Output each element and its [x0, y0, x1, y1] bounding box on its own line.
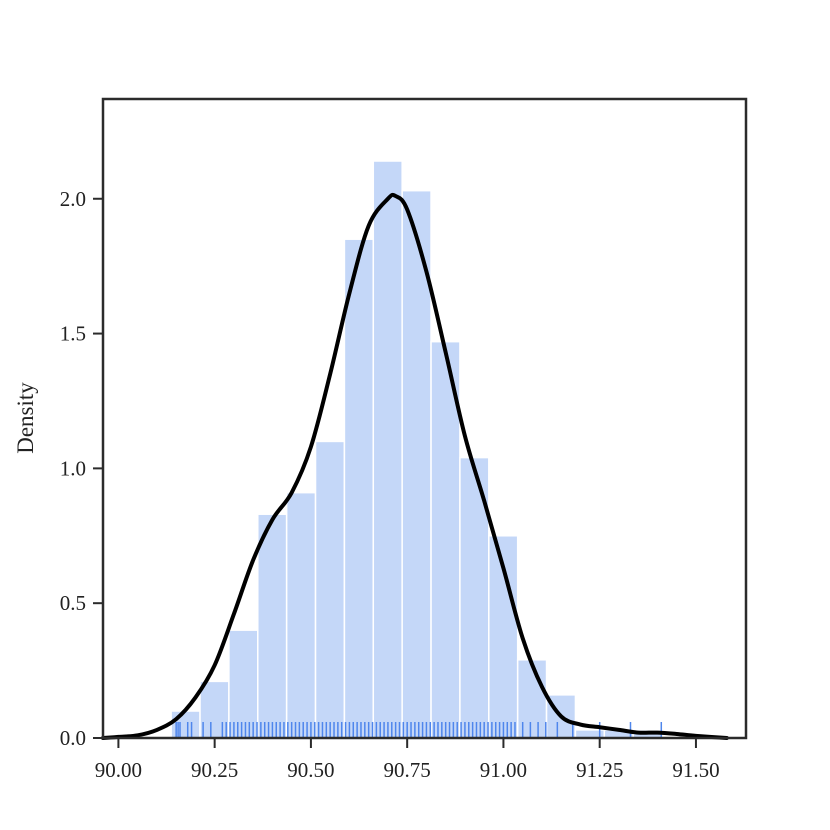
y-axis-title: Density — [13, 382, 38, 454]
histogram-bar — [285, 491, 317, 739]
histogram-bar — [228, 629, 259, 739]
kde-curve — [101, 192, 729, 740]
y-tick-label: 0.5 — [60, 591, 86, 615]
x-tick-label: 91.00 — [480, 758, 527, 782]
x-axis-ticks: 90.00 90.25 90.50 90.75 91.00 91.25 91.50 — [95, 738, 720, 782]
y-tick-label: 2.0 — [60, 187, 86, 211]
y-tick-label: 1.5 — [60, 322, 86, 346]
plot-frame — [101, 97, 748, 740]
histogram-bar — [199, 680, 230, 739]
histogram-bars — [170, 160, 663, 739]
x-tick-label: 90.25 — [191, 758, 238, 782]
histogram-bar — [314, 440, 346, 739]
histogram-bar — [372, 160, 403, 739]
rug-marks — [175, 722, 663, 738]
x-tick-label: 90.50 — [287, 758, 334, 782]
x-tick-label: 90.00 — [95, 758, 142, 782]
y-axis-ticks: 0.0 0.5 1.0 1.5 2.0 — [60, 187, 103, 750]
x-tick-label: 90.75 — [384, 758, 431, 782]
x-tick-label: 91.50 — [672, 758, 719, 782]
histogram-bar — [343, 238, 375, 739]
histogram-bar — [401, 189, 432, 739]
x-tick-label: 91.25 — [576, 758, 623, 782]
y-tick-label: 0.0 — [60, 726, 86, 750]
y-tick-label: 1.0 — [60, 456, 86, 480]
histogram-bar — [257, 513, 288, 739]
